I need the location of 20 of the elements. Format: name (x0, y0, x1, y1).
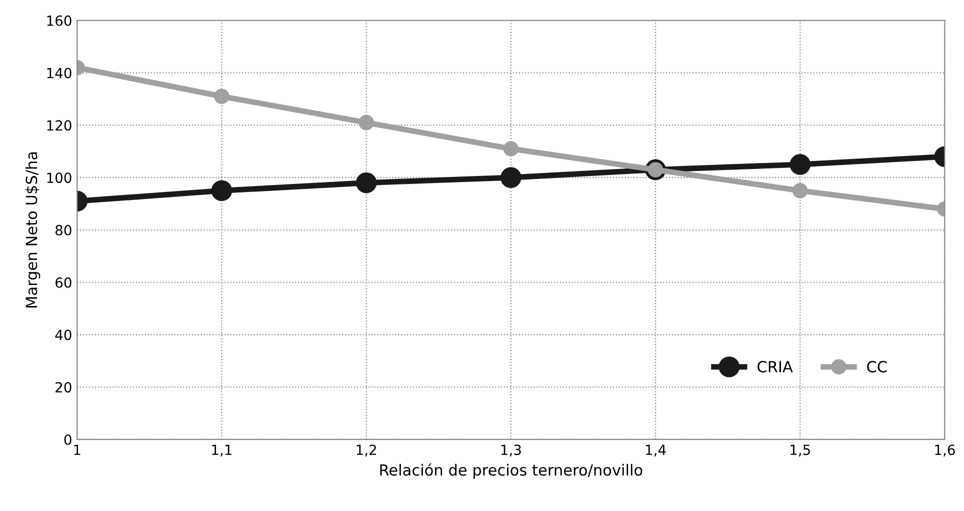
y-axis-title: Margen Neto U$S/ha (25, 152, 40, 308)
y-tick-label: 40 (55, 330, 72, 340)
y-tick-label: 20 (56, 382, 72, 393)
x-axis-title: Relación de precios ternero/novillo (380, 463, 642, 479)
x-tick-label: 1,1 (212, 444, 232, 456)
y-tick-label: 120 (47, 120, 72, 131)
y-tick-label: 140 (47, 68, 72, 78)
y-tick-label: 100 (47, 172, 72, 184)
x-tick-label: 1,6 (935, 444, 955, 456)
legend-label: CRIA (758, 360, 793, 372)
legend-label: CC (867, 360, 887, 372)
x-tick-label: 1,2 (356, 444, 376, 456)
y-tick-label: 60 (56, 277, 72, 288)
x-tick-label: 1,3 (501, 444, 521, 456)
y-tick-label: 160 (47, 15, 72, 26)
y-tick-label: 0 (64, 434, 72, 445)
x-tick-label: 1,5 (790, 444, 810, 456)
x-tick-label: 1 (74, 444, 80, 455)
y-tick-label: 80 (56, 224, 72, 236)
x-tick-label: 1,4 (646, 444, 666, 456)
